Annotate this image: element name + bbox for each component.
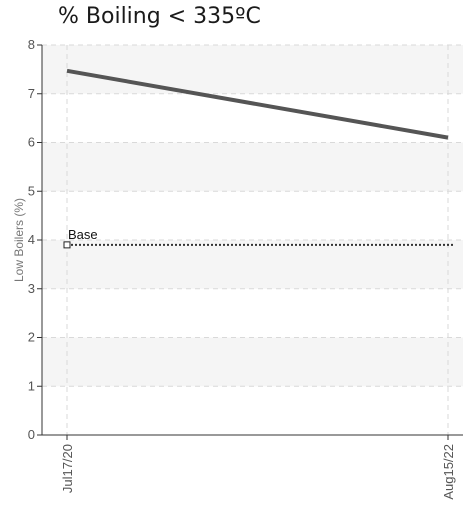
y-axis-title: Low Boilers (%) xyxy=(12,198,26,282)
chart-title: % Boiling < 335ºC xyxy=(58,4,261,29)
y-tick-label: 4 xyxy=(28,232,35,247)
y-tick-label: 8 xyxy=(28,37,35,52)
background-band xyxy=(42,240,463,289)
series-line xyxy=(66,68,449,140)
background-band xyxy=(42,45,463,94)
x-tick-label: Jul17/20 xyxy=(60,444,75,493)
background-band xyxy=(42,142,463,192)
x-tick-label: Aug15/22 xyxy=(441,444,456,500)
y-tick-label: 6 xyxy=(28,135,35,150)
y-tick-label: 7 xyxy=(28,86,35,101)
y-tick-label: 1 xyxy=(28,378,35,393)
background-band xyxy=(42,337,463,387)
y-tick-label: 3 xyxy=(28,281,35,296)
y-tick-label: 2 xyxy=(28,330,35,345)
y-tick-label: 5 xyxy=(28,183,35,198)
y-tick-label: 0 xyxy=(28,427,35,442)
base-marker xyxy=(63,241,71,249)
base-label: Base xyxy=(68,227,98,242)
